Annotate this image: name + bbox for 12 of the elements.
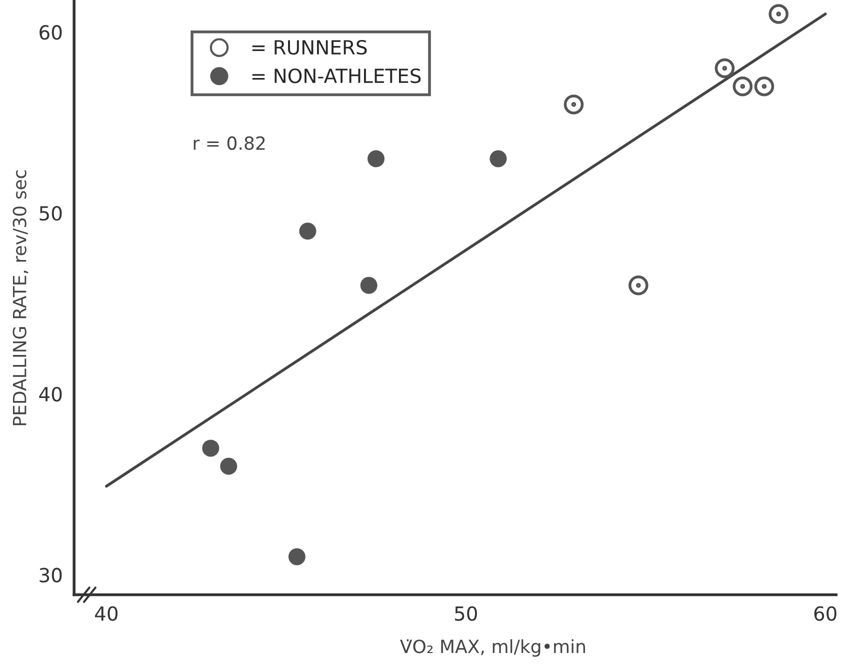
y-tick-label: 30 [40,568,62,583]
annotation: r = 0.82 [194,136,265,150]
y-tick-label: 50 [40,206,62,221]
y-tick-label: 60 [40,25,62,40]
legend-label: = RUNNERS [252,40,367,55]
x-axis-title: V̇O₂ MAX, ml/kg•min [400,639,585,657]
x-tick-label: 40 [95,606,118,621]
x-tick-label: 60 [814,606,836,621]
y-tick-label: 40 [39,386,62,402]
y-axis-title: PEDALLING RATE, rev/30 sec [12,170,28,426]
x-tick-label: 50 [455,606,477,621]
legend-label: = NON-ATHLETES [252,68,421,84]
